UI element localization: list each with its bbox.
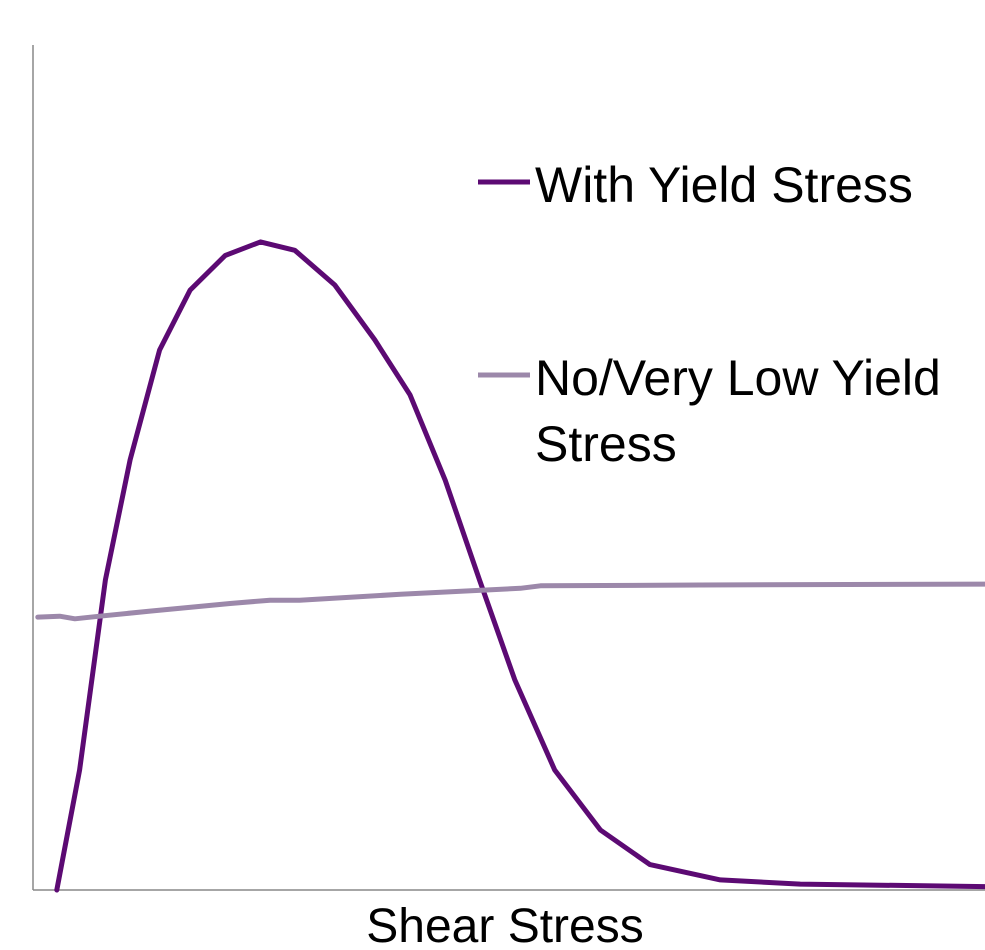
- legend-label: No/Very Low Yield Stress: [535, 350, 941, 472]
- series-line: [35, 581, 985, 622]
- legend-label: With Yield Stress: [535, 157, 913, 213]
- x-axis-title: Shear Stress: [366, 900, 643, 950]
- series-line: [54, 239, 985, 893]
